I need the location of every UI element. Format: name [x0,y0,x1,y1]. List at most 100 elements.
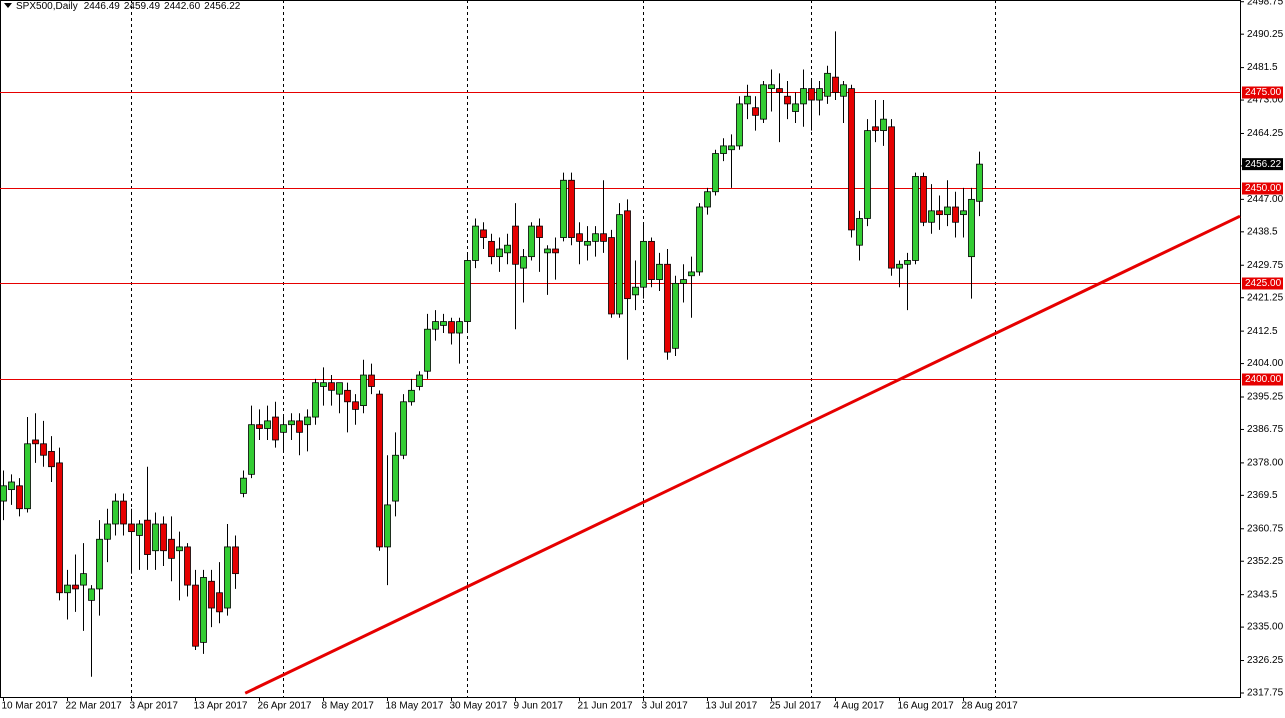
y-tick-label: 2378.00 [1247,458,1284,469]
candle-body [720,145,727,154]
chart-title: SPX500,Daily [16,1,78,12]
price-label: 2456.22 [1245,159,1282,170]
candle-body [840,84,847,97]
candle-body [504,244,511,254]
candle-body [944,206,951,216]
candle-body [296,420,303,433]
candle-body [392,454,399,502]
candle-body [344,389,351,403]
candle-body [712,153,719,193]
quote-open: 2446.49 [84,1,121,12]
plot-frame [0,0,1241,698]
candle-body [32,439,39,445]
candle-body [136,523,143,536]
candle-body [72,584,79,590]
candle-body [888,126,895,269]
y-tick-label: 2360.75 [1247,523,1284,534]
candle-body [576,233,583,242]
candle-body [96,538,103,590]
candle-body [424,328,431,372]
candle-body [912,176,919,261]
candle-body [232,546,239,575]
candle-body [496,248,503,258]
candle-body [864,130,871,219]
candle-body [872,126,879,132]
menu-arrow[interactable] [4,3,12,8]
candle-body [56,462,63,594]
x-tick-label: 28 Aug 2017 [962,701,1019,712]
candle-body [272,416,279,441]
candle-body [0,485,7,502]
x-tick-label: 3 Jul 2017 [642,701,689,712]
candle-body [40,443,47,456]
candle-body [792,103,799,112]
level-label: 2425.00 [1245,278,1282,289]
candle-body [416,374,423,387]
candle-body [360,374,367,406]
x-tick-label: 16 Aug 2017 [898,701,955,712]
candle-body [904,260,911,265]
y-tick-label: 2369.5 [1247,490,1278,501]
candle-body [144,519,151,555]
candle-body [896,263,903,269]
candle-body [384,504,391,548]
candle-body [488,240,495,258]
candle-body [824,72,831,97]
candle-body [600,233,607,242]
x-tick-label: 25 Jul 2017 [770,701,822,712]
candle-body [440,321,447,326]
candle-body [800,88,807,105]
candle-body [464,260,471,322]
y-tick-label: 2438.5 [1247,226,1278,237]
candle-body [928,210,935,223]
y-tick-label: 2429.75 [1247,260,1284,271]
candle-body [728,145,735,151]
candle-body [456,321,463,334]
candle-body [768,84,775,90]
candle-body [856,218,863,246]
level-label: 2475.00 [1245,87,1282,98]
candle-body [552,248,559,254]
candle-body [160,523,167,552]
candle-body [744,95,751,105]
y-tick-label: 2386.75 [1247,424,1284,435]
x-tick-label: 3 Apr 2017 [130,701,179,712]
candle-body [816,88,823,101]
candle-body [832,76,839,93]
candle-body [408,389,415,403]
candle-body [536,225,543,238]
candle-body [696,206,703,273]
x-tick-label: 30 May 2017 [450,701,508,712]
candle-body [16,485,23,510]
candle-body [184,546,191,586]
candle-body [328,382,335,391]
quote-high: 2459.49 [124,1,161,12]
candle-body [848,88,855,231]
candle-body [560,179,567,238]
candle-body [952,206,959,223]
candle-body [280,424,287,433]
candle-body [256,424,263,429]
candle-body [752,107,759,116]
level-label: 2450.00 [1245,183,1282,194]
candle-body [688,271,695,277]
candle-body [304,416,311,426]
candle-body [624,210,631,300]
x-tick-label: 13 Apr 2017 [194,701,248,712]
candle-body [320,382,327,387]
x-tick-label: 9 Jun 2017 [514,701,564,712]
x-tick-label: 18 May 2017 [386,701,444,712]
y-tick-label: 2464.25 [1247,128,1284,139]
candle-body [808,88,815,101]
candle-body [48,451,55,468]
x-tick-label: 21 Jun 2017 [578,701,633,712]
level-label-box [1242,182,1283,195]
candle-body [544,248,551,254]
candle-body [400,401,407,456]
chart-header: SPX500,Daily 2446.49 2459.49 2442.60 2456.22 [16,1,241,12]
candle-body [224,546,231,609]
candle-body [920,176,927,223]
candle-body [760,84,767,120]
y-tick-label: 2490.25 [1247,29,1284,40]
